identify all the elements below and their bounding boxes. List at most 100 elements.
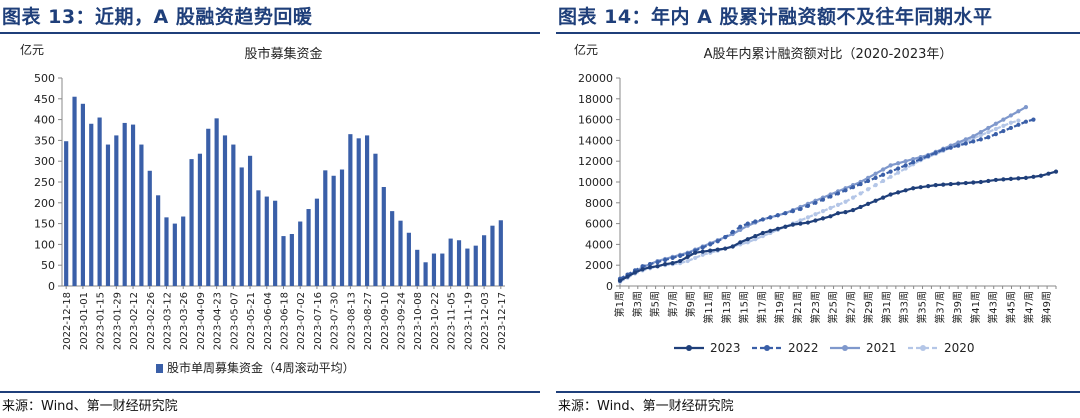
data-point-2023 <box>663 262 668 267</box>
x-tick-label: 第41周 <box>969 291 982 324</box>
x-tick-label: 2023-07-02 <box>296 292 307 350</box>
data-point-2022 <box>1031 117 1036 122</box>
bar <box>465 248 470 286</box>
y-tick-label: 400 <box>34 114 55 127</box>
x-tick-label: 2023-12-17 <box>497 292 508 350</box>
data-point-2022 <box>843 188 848 193</box>
data-point-2023 <box>888 192 893 197</box>
x-tick-label: 2023-09-24 <box>397 292 408 350</box>
bar <box>456 240 462 286</box>
data-point-2020 <box>843 199 848 204</box>
data-point-2023 <box>956 181 961 186</box>
x-tick-label: 2023-03-26 <box>179 292 190 350</box>
data-point-2022 <box>790 209 795 214</box>
data-point-2022 <box>828 194 833 199</box>
data-point-2022 <box>911 160 916 165</box>
data-point-2021 <box>956 140 961 145</box>
data-point-2023 <box>1008 176 1013 181</box>
data-point-2020 <box>1008 120 1013 125</box>
x-tick-label: 第37周 <box>933 291 946 324</box>
data-point-2023 <box>723 246 728 251</box>
legend-label: 2023 <box>710 341 741 355</box>
bar <box>423 262 428 286</box>
data-point-2022 <box>640 264 645 269</box>
data-point-2022 <box>1016 122 1021 127</box>
data-point-2023 <box>896 190 901 195</box>
bar <box>273 200 278 286</box>
x-tick-label: 2023-02-26 <box>146 292 157 350</box>
data-point-2020 <box>903 166 908 171</box>
data-point-2020 <box>798 218 803 223</box>
figure-title: 图表 14：年内 A 股累计融资额不及往年同期水平 <box>558 6 993 28</box>
data-point-2022 <box>1001 128 1006 134</box>
bar <box>222 135 228 286</box>
data-point-2020 <box>745 240 750 245</box>
data-point-2020 <box>813 212 818 217</box>
bar <box>105 144 111 286</box>
data-point-2022 <box>745 221 750 226</box>
bar <box>197 153 203 286</box>
data-point-2022 <box>971 139 976 144</box>
data-point-2022 <box>1008 125 1013 131</box>
data-point-2021 <box>986 125 991 131</box>
title-rule <box>556 32 1080 34</box>
data-point-2021 <box>738 227 743 232</box>
data-point-2022 <box>948 145 953 150</box>
x-tick-label: 2023-05-21 <box>246 292 257 350</box>
x-tick-label: 2023-01-15 <box>96 292 107 350</box>
bar <box>156 195 161 286</box>
y-tick-label: 18000 <box>578 93 613 106</box>
bar <box>448 238 453 286</box>
bar <box>373 153 378 286</box>
bar <box>482 235 487 286</box>
data-point-2020 <box>700 252 705 257</box>
x-tick-label: 第47周 <box>1022 291 1035 324</box>
legend-label: 2020 <box>944 341 975 355</box>
bar <box>406 232 411 286</box>
data-point-2020 <box>850 195 856 200</box>
data-point-2020 <box>993 126 998 132</box>
data-point-2020 <box>1001 123 1006 128</box>
bar <box>398 220 403 286</box>
data-point-2023 <box>670 261 675 266</box>
y-tick-label: 250 <box>34 176 55 189</box>
figure-title: 图表 13：近期，A 股融资趋势回暖 <box>2 6 313 28</box>
y-tick-label: 16000 <box>578 114 613 127</box>
data-point-2023 <box>678 258 683 264</box>
x-tick-label: 2023-07-30 <box>330 292 341 350</box>
data-point-2022 <box>670 255 675 261</box>
bar <box>206 128 211 286</box>
data-point-2022 <box>655 259 660 265</box>
x-tick-label: 2023-10-22 <box>430 292 441 350</box>
y-tick-label: 200 <box>34 197 55 210</box>
y-tick-label: 0 <box>48 280 55 293</box>
data-point-2022 <box>647 262 653 267</box>
bar <box>339 169 345 286</box>
bar <box>181 216 186 286</box>
data-point-2023 <box>963 180 968 186</box>
x-tick-label: 第25周 <box>827 291 840 324</box>
data-point-2023 <box>790 222 795 227</box>
data-point-2023 <box>828 214 833 219</box>
legend-label: 2021 <box>866 341 897 355</box>
data-point-2022 <box>715 239 720 244</box>
source-rule <box>556 391 1080 393</box>
chart-title: A股年内累计融资额对比（2020-2023年） <box>704 46 953 62</box>
data-point-2020 <box>978 133 983 138</box>
x-tick-label: 2023-06-18 <box>280 292 291 350</box>
data-point-2022 <box>798 206 803 212</box>
legend-marker <box>920 345 926 351</box>
x-tick-label: 第35周 <box>916 291 929 324</box>
panel-cumulative: 图表 14：年内 A 股累计融资额不及往年同期水平 亿元 A股年内累计融资额对比（… <box>556 0 1080 418</box>
data-point-2023 <box>835 211 841 216</box>
data-point-2021 <box>971 134 976 139</box>
data-point-2022 <box>933 150 938 155</box>
bar <box>431 253 437 286</box>
data-point-2020 <box>873 183 878 188</box>
legend-marker <box>764 345 770 351</box>
bar <box>415 249 420 286</box>
data-point-2022 <box>700 245 705 250</box>
x-tick-label: 第39周 <box>951 291 964 324</box>
bar <box>364 135 370 286</box>
y-tick-label: 100 <box>34 238 55 251</box>
